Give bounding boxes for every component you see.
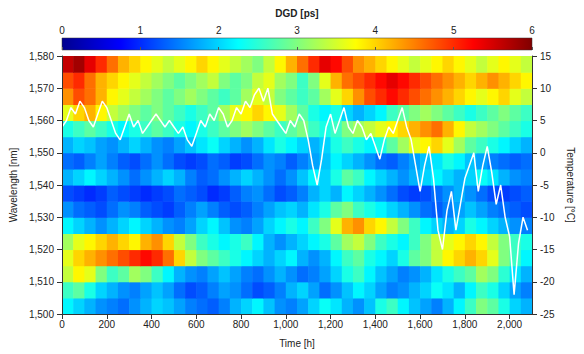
svg-text:1,550: 1,550 [29,147,54,158]
svg-text:600: 600 [188,319,205,330]
svg-text:-10: -10 [540,212,555,223]
svg-text:1,800: 1,800 [452,319,477,330]
svg-text:1,520: 1,520 [29,244,54,255]
svg-text:2,000: 2,000 [497,319,522,330]
svg-text:5: 5 [451,25,457,36]
svg-text:Temperature [°C]: Temperature [°C] [565,147,576,223]
svg-text:0: 0 [59,319,65,330]
svg-text:1,000: 1,000 [273,319,298,330]
svg-text:400: 400 [143,319,160,330]
svg-text:15: 15 [540,51,552,62]
svg-text:1,200: 1,200 [318,319,343,330]
svg-text:6: 6 [529,25,535,36]
svg-text:4: 4 [373,25,379,36]
svg-text:1,600: 1,600 [408,319,433,330]
svg-text:1,510: 1,510 [29,276,54,287]
svg-text:Wavelength [nm]: Wavelength [nm] [8,147,19,222]
svg-text:2: 2 [216,25,222,36]
svg-text:-15: -15 [540,244,555,255]
svg-text:1,570: 1,570 [29,83,54,94]
svg-text:-25: -25 [540,309,555,320]
svg-text:1,560: 1,560 [29,115,54,126]
svg-text:1,500: 1,500 [29,309,54,320]
svg-text:1,580: 1,580 [29,51,54,62]
svg-text:5: 5 [540,115,546,126]
svg-text:-20: -20 [540,276,555,287]
svg-text:DGD [ps]: DGD [ps] [275,8,318,19]
svg-text:200: 200 [98,319,115,330]
svg-text:0: 0 [540,147,546,158]
svg-text:10: 10 [540,83,552,94]
svg-text:-5: -5 [540,180,549,191]
svg-text:1,540: 1,540 [29,180,54,191]
svg-text:Time [h]: Time [h] [279,338,315,349]
svg-text:3: 3 [294,25,300,36]
svg-text:1,530: 1,530 [29,212,54,223]
svg-text:1: 1 [138,25,144,36]
svg-text:0: 0 [59,25,65,36]
svg-text:800: 800 [233,319,250,330]
svg-text:1,400: 1,400 [363,319,388,330]
